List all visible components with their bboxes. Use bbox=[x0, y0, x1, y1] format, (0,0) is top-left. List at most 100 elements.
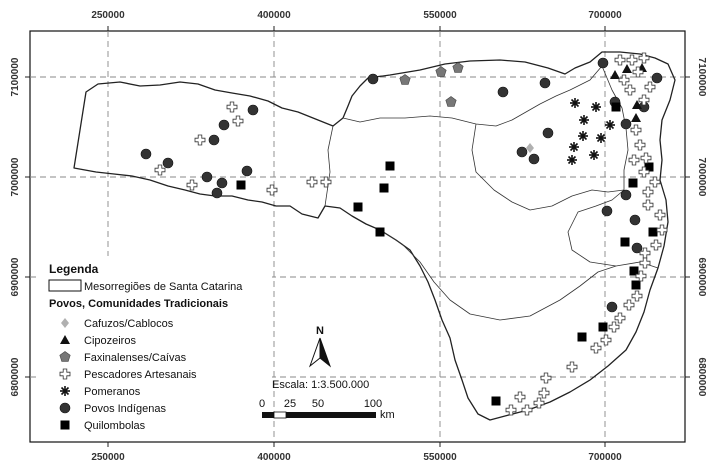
y-tick-left-4: 6800000 bbox=[10, 357, 21, 396]
x-tick-bottom-2: 400000 bbox=[257, 452, 291, 463]
cross-marker bbox=[232, 115, 244, 127]
scale-seg-2 bbox=[273, 411, 287, 419]
x-tick-bottom-1: 250000 bbox=[91, 452, 125, 463]
circle-marker bbox=[631, 242, 643, 254]
cross-marker bbox=[505, 404, 517, 416]
legend-swatch-pentagon bbox=[59, 351, 71, 362]
asterisk-marker bbox=[589, 150, 599, 160]
legend-boundary-swatch bbox=[48, 279, 82, 292]
pentagon-marker bbox=[445, 96, 457, 107]
circle-marker bbox=[597, 57, 609, 69]
community-symbols bbox=[140, 52, 668, 416]
square-marker bbox=[379, 183, 389, 193]
cross-marker bbox=[642, 186, 654, 198]
legend-group-title: Povos, Comunidades Tradicionais bbox=[49, 298, 228, 310]
x-tick-top-3: 550000 bbox=[423, 10, 457, 21]
tick-marks bbox=[25, 26, 690, 447]
cross-marker bbox=[590, 342, 602, 354]
cross-marker bbox=[639, 257, 651, 269]
square-marker bbox=[628, 178, 638, 188]
circle-marker bbox=[601, 205, 613, 217]
square-marker bbox=[353, 202, 363, 212]
square-marker bbox=[385, 161, 395, 171]
circle-marker bbox=[247, 104, 259, 116]
scale-label-100: 100 bbox=[364, 398, 382, 410]
cross-marker bbox=[649, 176, 661, 188]
diamond-marker bbox=[526, 143, 534, 153]
scale-unit: km bbox=[380, 409, 395, 421]
cross-marker bbox=[533, 397, 545, 409]
asterisk-marker bbox=[570, 98, 580, 108]
scale-label-0: 0 bbox=[259, 398, 265, 410]
scale-seg-3 bbox=[286, 412, 314, 418]
circle-marker bbox=[211, 187, 223, 199]
triangle-marker bbox=[622, 64, 632, 73]
cross-marker bbox=[154, 164, 166, 176]
pentagon-marker bbox=[399, 74, 411, 85]
north-label: N bbox=[316, 325, 324, 337]
square-marker bbox=[375, 227, 385, 237]
y-tick-right-4: 6800000 bbox=[696, 358, 707, 397]
cross-marker bbox=[630, 124, 642, 136]
legend-swatch-asterisk bbox=[60, 386, 70, 396]
circle-marker bbox=[629, 214, 641, 226]
scale-bar: Escala: 1:3.500.000 0 25 50 100 km bbox=[259, 379, 395, 421]
circle-marker bbox=[539, 77, 551, 89]
legend-label-asterisk: Pomeranos bbox=[84, 386, 141, 398]
map-frame bbox=[29, 30, 686, 443]
square-marker bbox=[577, 332, 587, 342]
y-tick-right-2: 7000000 bbox=[696, 158, 707, 197]
graticule bbox=[30, 31, 685, 442]
cross-marker bbox=[600, 334, 612, 346]
legend-label-diamond: Cafuzos/Cablocos bbox=[84, 318, 174, 330]
x-tick-bottom-3: 550000 bbox=[423, 452, 457, 463]
cross-marker bbox=[626, 54, 638, 66]
scale-label-25: 25 bbox=[284, 398, 296, 410]
circle-marker bbox=[516, 146, 528, 158]
cross-marker bbox=[623, 299, 635, 311]
cross-marker bbox=[654, 209, 666, 221]
legend-label-pentagon: Faxinalenses/Caívas bbox=[84, 352, 187, 364]
square-marker bbox=[648, 227, 658, 237]
legend-swatch-triangle bbox=[60, 335, 70, 344]
circle-marker bbox=[218, 119, 230, 131]
asterisk-marker bbox=[605, 120, 615, 130]
cross-marker bbox=[306, 176, 318, 188]
y-tick-right-3: 6900000 bbox=[696, 258, 707, 297]
cross-marker bbox=[566, 361, 578, 373]
triangle-marker bbox=[632, 100, 642, 109]
legend: Legenda Mesorregiões de Santa Catarina P… bbox=[40, 256, 272, 440]
y-tick-left-1: 7100000 bbox=[10, 57, 21, 96]
cross-marker bbox=[226, 101, 238, 113]
cross-marker bbox=[540, 372, 552, 384]
square-marker bbox=[236, 180, 246, 190]
asterisk-marker bbox=[596, 133, 606, 143]
legend-swatch-circle bbox=[59, 402, 71, 414]
cross-marker bbox=[614, 54, 626, 66]
legend-label-cross: Pescadores Artesanais bbox=[84, 369, 197, 381]
circle-marker bbox=[497, 86, 509, 98]
asterisk-marker bbox=[567, 155, 577, 165]
triangle-marker bbox=[631, 113, 641, 122]
cross-marker bbox=[628, 154, 640, 166]
legend-label-square: Quilombolas bbox=[84, 420, 146, 432]
circle-marker bbox=[620, 118, 632, 130]
x-tick-top-1: 250000 bbox=[91, 10, 125, 21]
legend-label-triangle: Cipozeiros bbox=[84, 335, 136, 347]
circle-marker bbox=[367, 73, 379, 85]
legend-title: Legenda bbox=[49, 262, 99, 276]
square-marker bbox=[611, 102, 621, 112]
x-tick-top-4: 700000 bbox=[588, 10, 622, 21]
legend-label-circle: Povos Indígenas bbox=[84, 403, 166, 415]
north-arrow: N bbox=[308, 325, 332, 368]
cross-marker bbox=[618, 74, 630, 86]
cross-marker bbox=[635, 270, 647, 282]
cross-marker bbox=[194, 134, 206, 146]
circle-marker bbox=[528, 153, 540, 165]
cross-marker bbox=[514, 391, 526, 403]
cross-marker bbox=[638, 166, 650, 178]
y-tick-left-3: 6900000 bbox=[10, 257, 21, 296]
cross-marker bbox=[640, 152, 652, 164]
cross-marker bbox=[538, 387, 550, 399]
legend-swatch-diamond bbox=[61, 318, 69, 328]
